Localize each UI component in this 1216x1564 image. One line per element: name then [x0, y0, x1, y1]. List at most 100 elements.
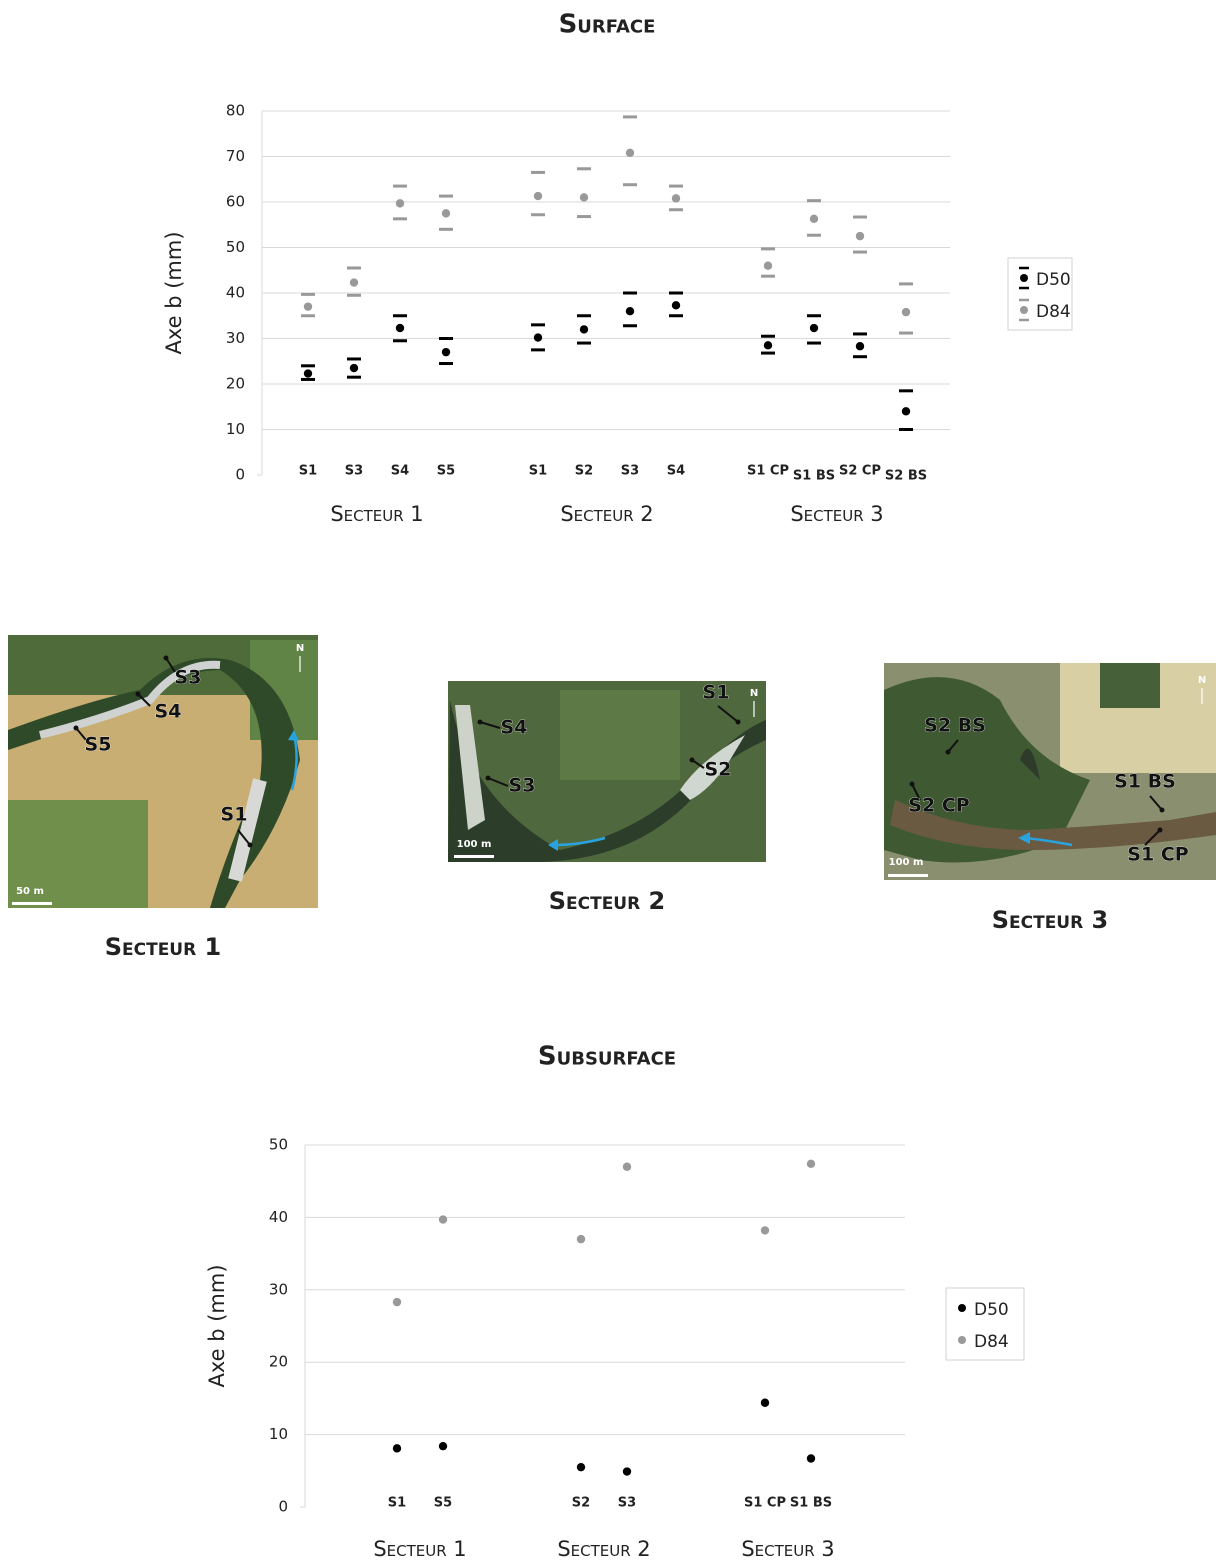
scale-label: 100 m	[457, 839, 492, 850]
map-arrow	[1149, 795, 1163, 811]
x-tick-label: S2 BS	[885, 469, 927, 484]
x-tick-label: S1 BS	[793, 469, 835, 484]
y-tick-label: 50	[269, 1136, 288, 1154]
x-tick-label: S1 CP	[744, 1496, 786, 1511]
map-arrow-head	[945, 749, 951, 755]
data-point	[622, 1467, 632, 1476]
map-arrow-head	[163, 655, 169, 661]
x-tick-label: S1 CP	[747, 464, 789, 479]
x-tick-label: S2	[575, 464, 593, 479]
legend-box	[945, 1287, 1025, 1361]
y-axis-label: Axe b (mm)	[162, 231, 186, 354]
data-point	[303, 302, 313, 311]
map-label: S3	[509, 775, 536, 797]
y-axis-label: Axe b (mm)	[205, 1264, 229, 1387]
data-point	[533, 191, 543, 201]
data-point	[760, 1398, 770, 1407]
legend-marker	[958, 1304, 966, 1312]
map-image	[448, 681, 766, 862]
map-label: S4	[501, 717, 528, 739]
data-point	[392, 1444, 402, 1453]
y-tick-label: 10	[226, 420, 245, 438]
data-point	[625, 307, 635, 316]
x-tick-label: S2 CP	[839, 464, 881, 479]
group-label: Secteur 2	[557, 1537, 650, 1561]
map-label: S1 CP	[1127, 844, 1188, 866]
data-point	[625, 148, 635, 158]
data-point	[763, 341, 773, 350]
x-tick-label: S5	[437, 464, 455, 479]
map-arrow-head	[1157, 827, 1163, 833]
chart-title: Surface	[559, 10, 656, 40]
map-arrow	[947, 739, 959, 753]
data-point	[579, 193, 589, 202]
map-label: S2	[705, 759, 732, 781]
y-tick-label: 50	[226, 238, 245, 256]
north-label: N	[750, 688, 758, 699]
map-arrow	[911, 783, 921, 801]
x-tick-label: S1	[388, 1496, 406, 1511]
map-arrow	[487, 777, 509, 787]
x-tick-label: S3	[345, 464, 363, 479]
data-point	[438, 1441, 448, 1451]
data-point	[441, 209, 451, 218]
data-point	[622, 1162, 632, 1171]
data-point	[395, 199, 405, 208]
x-tick-label: S4	[667, 464, 685, 479]
map-arrow-head	[909, 781, 915, 787]
map-arrow-head	[247, 842, 253, 848]
y-tick-label: 70	[226, 147, 245, 165]
legend-marker	[1020, 274, 1028, 282]
group-label: Secteur 1	[330, 502, 423, 526]
data-point	[438, 1215, 448, 1224]
map-label: S5	[85, 734, 112, 756]
map-arrow-head	[135, 691, 141, 697]
y-tick-label: 40	[226, 284, 245, 302]
data-point	[806, 1159, 816, 1169]
y-tick-label: 80	[226, 102, 245, 120]
scale-label: 100 m	[889, 857, 924, 868]
data-point	[855, 231, 865, 241]
map-arrow-head	[1159, 807, 1165, 813]
y-tick-label: 10	[269, 1425, 288, 1443]
y-tick-label: 40	[269, 1208, 288, 1226]
map-label: S4	[155, 701, 182, 723]
data-point	[576, 1462, 586, 1472]
map-arrow-head	[73, 725, 79, 731]
data-point	[763, 261, 773, 270]
legend-label: D50	[1036, 270, 1071, 290]
x-tick-label: S1 BS	[790, 1496, 832, 1511]
legend-label: D84	[974, 1332, 1009, 1352]
y-tick-label: 60	[226, 193, 245, 211]
y-tick-label: 30	[226, 329, 245, 347]
x-tick-label: S3	[618, 1496, 636, 1511]
data-point	[760, 1226, 770, 1235]
north-label: N	[1198, 675, 1206, 686]
data-point	[441, 347, 451, 357]
group-label: Secteur 3	[741, 1537, 834, 1561]
data-point	[671, 301, 681, 310]
data-point	[349, 363, 359, 373]
legend-label: D84	[1036, 302, 1071, 322]
map-arrow	[237, 829, 251, 846]
map-arrow-head	[477, 719, 483, 725]
map-arrow	[75, 727, 87, 741]
data-point	[576, 1234, 586, 1244]
legend-label: D50	[974, 1300, 1009, 1320]
chart-title: Subsurface	[538, 1042, 676, 1072]
map-label: S3	[175, 667, 202, 689]
north-label: N	[296, 643, 304, 654]
data-point	[901, 407, 911, 416]
map-caption: Secteur 2	[549, 887, 666, 915]
data-point	[806, 1454, 816, 1463]
legend-marker	[1020, 306, 1028, 314]
map-arrow-head	[485, 775, 491, 781]
map-label: S1	[703, 682, 730, 704]
group-label: Secteur 1	[373, 1537, 466, 1561]
map-label: S1 BS	[1114, 771, 1176, 793]
map-arrow	[1144, 829, 1161, 846]
y-tick-label: 0	[278, 1498, 288, 1516]
data-point	[303, 369, 313, 378]
map-arrow	[717, 705, 739, 723]
